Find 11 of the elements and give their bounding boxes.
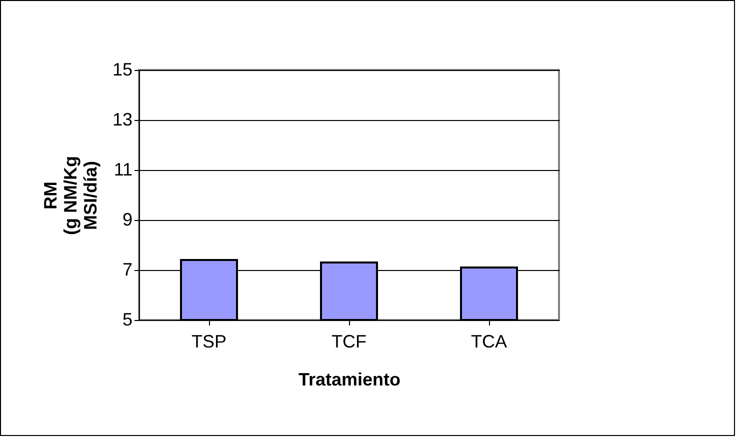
x-tick-label: TSP xyxy=(191,332,227,352)
x-tick-label: TCA xyxy=(471,332,507,352)
y-axis-title: RM (g NM/Kg MSI/día) xyxy=(40,156,100,235)
y-tick-label: 5 xyxy=(122,310,132,330)
y-tick-label: 13 xyxy=(112,110,132,130)
y-tick-label: 15 xyxy=(112,60,132,80)
x-axis-title: Tratamiento xyxy=(298,370,401,390)
y-tick-label: 11 xyxy=(114,160,132,180)
x-tick-label: TCF xyxy=(332,332,366,352)
y-tick-label: 9 xyxy=(122,210,132,230)
y-tick-label: 7 xyxy=(122,260,132,280)
